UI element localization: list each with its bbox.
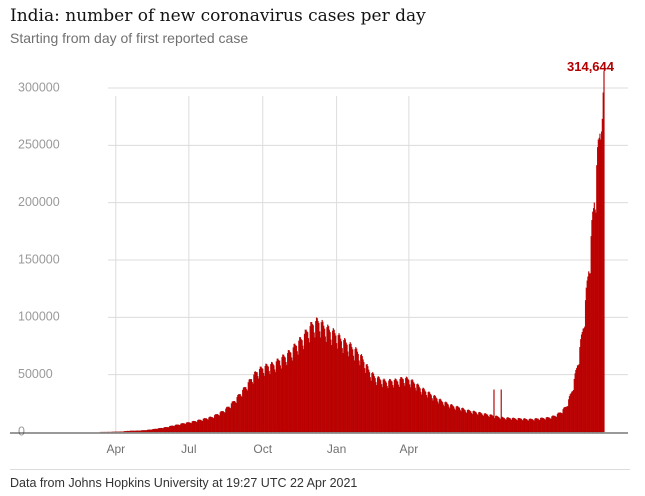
gridlines: [108, 87, 628, 432]
y-tick-label: 150000: [18, 252, 60, 266]
y-tick-label: 100000: [18, 310, 60, 324]
y-tick-label: 0: [18, 424, 25, 438]
y-tick-label: 300000: [18, 80, 60, 94]
x-tick-labels: Apr Jul Oct Jan Apr: [106, 442, 418, 456]
bars: [99, 71, 605, 433]
y-tick-labels: 0 50000 100000 150000 200000 250000 300000: [18, 80, 60, 438]
case-bar: [603, 71, 605, 433]
data-source-note: Data from Johns Hopkins University at 19…: [10, 476, 358, 490]
x-tick-label: Oct: [253, 442, 272, 456]
case-bar: [493, 389, 495, 433]
peak-value-label: 314,644: [567, 59, 615, 74]
case-bar: [500, 389, 502, 433]
y-tick-label: 200000: [18, 195, 60, 209]
peak-callout: 314,644: [567, 59, 615, 76]
x-tick-label: Apr: [400, 442, 419, 456]
source-divider: [10, 469, 630, 470]
chart-subtitle: Starting from day of first reported case: [10, 30, 249, 46]
x-tick-label: Jan: [327, 442, 346, 456]
y-tick-label: 250000: [18, 138, 60, 152]
y-tick-label: 50000: [18, 367, 53, 381]
x-tick-label: Jul: [181, 442, 196, 456]
chart-title: India: number of new coronavirus cases p…: [10, 6, 426, 26]
x-tick-label: Apr: [106, 442, 125, 456]
